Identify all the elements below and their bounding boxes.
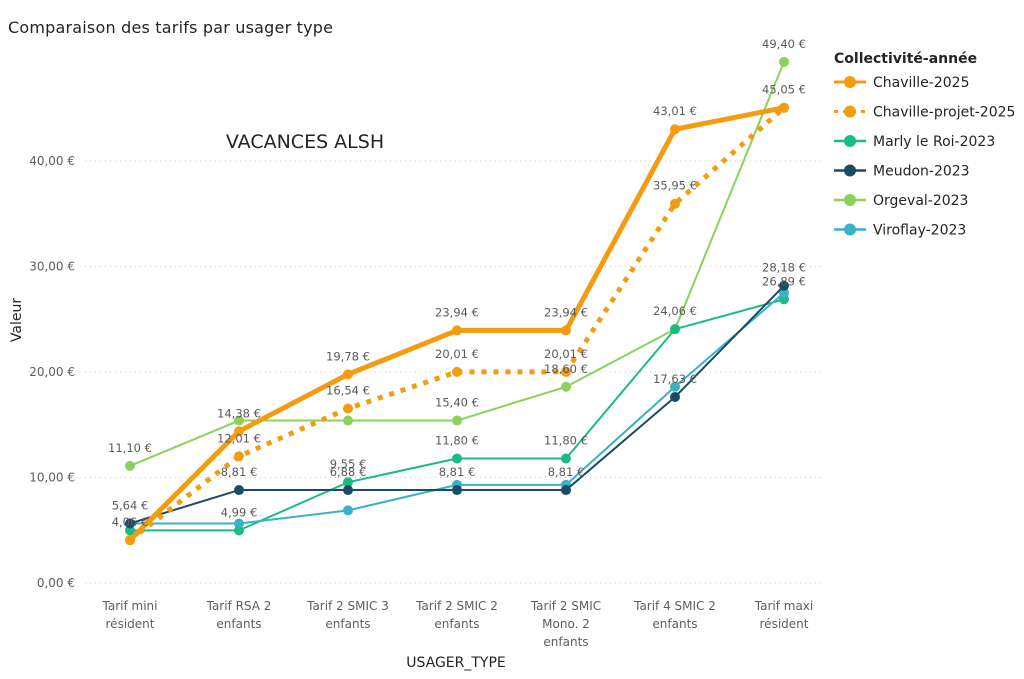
data-label: 11,80 € <box>544 434 588 448</box>
chart-overlay-text: VACANCES ALSH <box>226 131 384 153</box>
data-label: 12,01 € <box>217 431 261 445</box>
legend-item-label: Marly le Roi-2023 <box>873 134 995 150</box>
data-label: 14,38 € <box>217 406 261 420</box>
data-point-chaville-projet-2025 <box>343 403 353 414</box>
data-point-orgeval-2023 <box>779 56 789 67</box>
x-tick-label: Tarif 4 SMIC 2 enfants <box>633 599 716 631</box>
data-label: 4,06 € <box>112 515 149 529</box>
y-axis-title: Valeur <box>9 298 25 342</box>
data-point-viroflay-2023 <box>234 518 244 529</box>
data-label: 8,81 € <box>439 465 476 479</box>
data-label: 6,88 € <box>330 465 367 479</box>
data-point-chaville-2025 <box>125 535 135 546</box>
legend-item-label: Chaville-2025 <box>873 75 969 91</box>
data-point-chaville-2025 <box>452 325 462 336</box>
data-point-meudon-2023 <box>561 485 571 496</box>
data-label: 49,40 € <box>762 37 806 51</box>
data-point-marly-le-roi-2023 <box>343 477 353 488</box>
data-point-chaville-projet-2025 <box>561 366 571 377</box>
data-label: 16,54 € <box>326 384 370 398</box>
data-label: 8,81 € <box>548 465 585 479</box>
data-label: 26,89 € <box>762 274 806 288</box>
data-label: 43,01 € <box>653 104 697 118</box>
data-point-orgeval-2023 <box>234 415 244 426</box>
data-point-marly-le-roi-2023 <box>234 525 244 536</box>
y-tick-label: 40,00 € <box>29 154 75 168</box>
legend-item-label: Viroflay-2023 <box>873 223 966 239</box>
legend-item-label: Meudon-2023 <box>873 164 970 180</box>
data-label: 5,64 € <box>112 498 149 512</box>
y-tick-label: 30,00 € <box>29 260 75 274</box>
legend-marker <box>844 223 856 236</box>
x-axis-title: USAGER_TYPE <box>406 655 506 671</box>
y-axis-ticks: 0,00 € 10,00 € 20,00 € 30,00 € 40,00 € <box>29 154 75 590</box>
page-title: Comparaison des tarifs par usager type <box>8 18 334 37</box>
data-point-chaville-projet-2025 <box>452 366 462 377</box>
data-label: 19,78 € <box>326 349 370 363</box>
data-point-meudon-2023 <box>452 485 462 496</box>
legend-item-label: Chaville-projet-2025 <box>873 105 1015 121</box>
data-label: 11,80 € <box>435 434 479 448</box>
data-point-meudon-2023 <box>670 392 680 403</box>
legend-marker <box>844 194 856 206</box>
data-point-viroflay-2023 <box>779 287 789 298</box>
data-point-chaville-2025 <box>343 369 353 380</box>
data-point-orgeval-2023 <box>452 415 462 426</box>
data-label: 28,18 € <box>762 261 806 275</box>
data-point-orgeval-2023 <box>561 381 571 392</box>
data-label: 23,94 € <box>544 305 588 319</box>
x-tick-label: Tarif 2 SMIC 3 enfants <box>306 599 389 631</box>
data-labels: 4,06 € 14,38 € 19,78 € 23,94 € 23,94 € 43,01 … <box>108 37 806 529</box>
data-label: 20,01 € <box>435 347 479 361</box>
legend: Collectivité-année Chaville-2025 Chaville… <box>834 51 1015 239</box>
y-tick-label: 20,00 € <box>29 365 75 379</box>
legend-marker <box>844 135 856 147</box>
data-label: 17,63 € <box>653 372 697 386</box>
x-tick-label: Tarif RSA 2 enfants <box>206 599 272 631</box>
data-label: 20,01 € <box>544 347 588 361</box>
data-label: 8,81 € <box>221 465 258 479</box>
legend-item-label: Orgeval-2023 <box>873 193 968 209</box>
legend-marker <box>844 164 856 177</box>
data-point-meudon-2023 <box>234 485 244 496</box>
data-label: 18,60 € <box>544 362 588 376</box>
data-point-marly-le-roi-2023 <box>452 453 462 464</box>
data-point-chaville-2025 <box>779 102 789 113</box>
series-layer <box>125 56 789 546</box>
data-point-marly-le-roi-2023 <box>670 324 680 335</box>
x-tick-label: Tarif mini résident <box>102 599 158 631</box>
x-tick-label: Tarif 2 SMIC Mono. 2 enfants <box>530 599 601 649</box>
x-axis-ticks: Tarif mini résident Tarif RSA 2 enfants Tari… <box>102 599 814 649</box>
legend-marker <box>844 105 856 118</box>
data-point-meudon-2023 <box>779 280 789 291</box>
data-point-viroflay-2023 <box>343 505 353 516</box>
y-tick-label: 0,00 € <box>37 576 75 590</box>
data-point-chaville-2025 <box>561 325 571 336</box>
data-point-chaville-2025 <box>670 124 680 135</box>
legend-marker <box>844 76 856 88</box>
data-point-meudon-2023 <box>343 485 353 496</box>
x-tick-label: Tarif 2 SMIC 2 enfants <box>415 599 498 631</box>
data-label: 23,94 € <box>435 305 479 319</box>
data-label: 4,99 € <box>221 505 258 519</box>
data-point-chaville-projet-2025 <box>670 198 680 209</box>
data-point-orgeval-2023 <box>125 460 135 471</box>
legend-title: Collectivité-année <box>834 51 977 67</box>
data-point-orgeval-2023 <box>343 415 353 426</box>
data-label: 11,10 € <box>108 441 152 455</box>
data-point-viroflay-2023 <box>670 381 680 392</box>
data-point-marly-le-roi-2023 <box>125 525 135 536</box>
data-label: 45,05 € <box>762 83 806 97</box>
x-tick-label: Tarif maxi résident <box>754 599 813 631</box>
data-point-meudon-2023 <box>125 518 135 529</box>
data-label: 9,55 € <box>330 457 367 471</box>
data-label: 24,06 € <box>653 304 697 318</box>
data-point-marly-le-roi-2023 <box>561 453 571 464</box>
data-label: 35,95 € <box>653 179 697 193</box>
data-label: 15,40 € <box>435 396 479 410</box>
data-point-chaville-2025 <box>234 426 244 437</box>
data-point-chaville-projet-2025 <box>234 451 244 462</box>
y-tick-label: 10,00 € <box>29 471 75 485</box>
